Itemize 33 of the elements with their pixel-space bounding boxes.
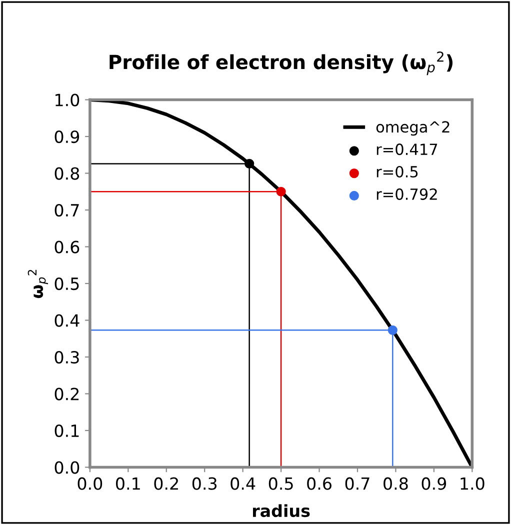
x-tick-label: 0.6: [307, 477, 332, 490]
x-tick-label: 0.7: [345, 477, 370, 490]
x-tick-label: 0.4: [230, 477, 256, 490]
y-tick-label: 0.9: [54, 130, 80, 144]
legend-label: r=0.417: [376, 144, 438, 156]
x-tick-label: 0.8: [384, 477, 408, 490]
x-tick-label: 0.2: [154, 477, 178, 490]
chart-title: Profile of electron density (ω$_{p}$$^{2}$): [110, 52, 453, 76]
y-tick-label: 0.5: [54, 277, 79, 290]
point: [276, 186, 286, 196]
line-series: [90, 100, 472, 468]
x-tick-label: 0.1: [116, 477, 140, 490]
y-tick-label: 0.0: [54, 461, 80, 474]
x-axis-title: radius: [253, 504, 310, 518]
x-tick-label: 0.0: [78, 477, 102, 490]
legend-label: r=0.792: [376, 188, 437, 200]
y-axis-title: ω$_{p}$$^{2}$: [28, 270, 48, 298]
x-tick-label: 0.3: [192, 477, 217, 490]
y-tick-label: 1.0: [56, 94, 80, 106]
legend-label: omega^2: [376, 121, 450, 136]
y-tick-label: 0.8: [54, 167, 80, 180]
x-tick-label: 0.5: [268, 477, 293, 490]
y-tick-label: 0.6: [54, 240, 80, 254]
y-tick-label: 0.3: [54, 350, 79, 364]
point: [244, 158, 254, 168]
y-tick-label: 0.7: [54, 204, 79, 217]
x-tick-label: 0.9: [422, 477, 446, 490]
y-tick-label: 0.4: [54, 314, 80, 327]
legend-label: r=0.5: [376, 166, 418, 178]
point: [388, 325, 398, 335]
y-tick-label: 0.1: [54, 424, 79, 438]
y-tick-label: 0.2: [54, 388, 79, 400]
x-tick-label: 1.0: [460, 477, 484, 490]
